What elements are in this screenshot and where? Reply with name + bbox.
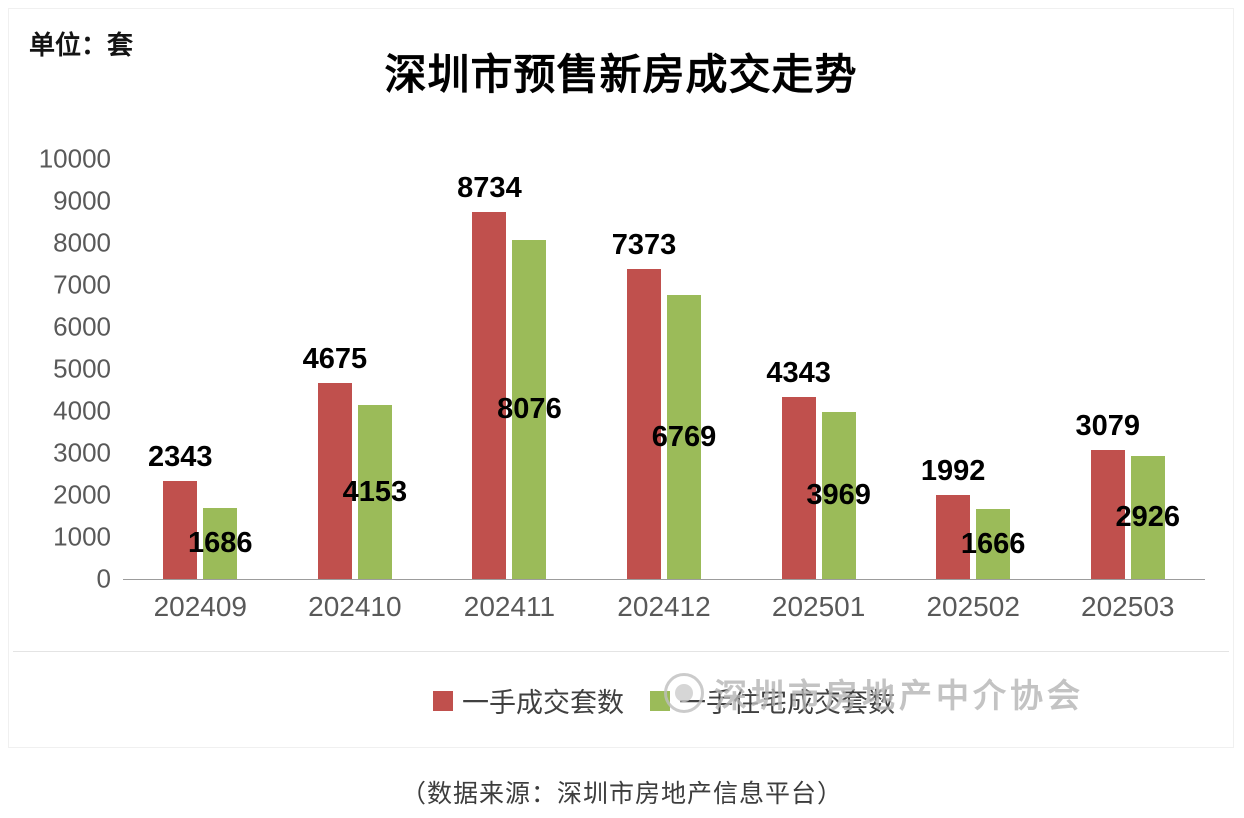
axis-underline	[13, 651, 1229, 652]
y-tick-label: 4000	[53, 395, 111, 426]
bar-total-sales	[472, 212, 507, 579]
bar-group: 4343 3969	[741, 159, 896, 579]
bar-group: 7373 6769	[587, 159, 742, 579]
x-tick-label: 202412	[617, 591, 711, 622]
bar-residential-sales	[1130, 456, 1165, 579]
y-tick-label: 6000	[53, 311, 111, 342]
bar-pair: 2343 1686	[148, 159, 253, 579]
value-label: 1992	[920, 455, 986, 487]
y-tick-label: 7000	[53, 269, 111, 300]
legend-item: 一手成交套数	[433, 681, 624, 720]
legend: 一手成交套数 一手住宅成交套数	[123, 681, 1205, 720]
y-tick-label: 3000	[53, 437, 111, 468]
bar-group: 4675 4153	[278, 159, 433, 579]
value-label: 4343	[766, 357, 831, 389]
value-label: 3969	[806, 479, 871, 511]
value-label: 8076	[497, 393, 562, 425]
x-tick-label: 202411	[463, 591, 556, 622]
bar-group: 8734 8076	[432, 159, 587, 579]
value-label: 2926	[1115, 501, 1181, 533]
y-tick-label: 2000	[53, 479, 111, 510]
bar-residential-sales	[976, 509, 1011, 579]
value-label: 1666	[960, 528, 1026, 560]
bar-group: 2343 1686	[123, 159, 278, 579]
plot-area: 2343 1686 4675 4153 8734 8076 7373 6769 4343 3969…	[123, 159, 1205, 580]
y-tick-label: 8000	[53, 227, 111, 258]
chart-title: 深圳市预售新房成交走势	[384, 53, 858, 99]
x-tick-label: 202502	[926, 591, 1020, 622]
legend-swatch	[650, 690, 670, 711]
bar-pair: 4675 4153	[303, 159, 407, 579]
y-tick-label: 5000	[53, 353, 111, 384]
value-label: 2343	[148, 441, 213, 473]
bar-residential-sales	[821, 412, 856, 579]
x-tick-label: 202410	[308, 591, 402, 622]
bar-residential-sales	[357, 405, 392, 579]
value-label: 7373	[611, 229, 677, 261]
y-tick-label: 0	[96, 563, 111, 594]
legend-item: 一手住宅成交套数	[650, 681, 895, 720]
value-label: 8734	[457, 172, 522, 204]
bar-pair: 8734 8076	[457, 159, 562, 579]
value-label: 1686	[188, 527, 253, 559]
x-tick-label: 202409	[153, 591, 247, 622]
source-caption: （数据来源：深圳市房地产信息平台）	[400, 780, 843, 808]
x-axis: 202409 202410 202411 202412 202501 202502 2025…	[123, 591, 1205, 623]
bar-total-sales	[627, 269, 662, 579]
legend-swatch	[433, 690, 453, 711]
bar-pair: 7373 6769	[612, 159, 716, 579]
y-axis: 0 1000 2000 3000 4000 5000 6000 7000 8000 9000 100…	[9, 144, 111, 594]
value-label: 3079	[1075, 410, 1141, 442]
bar-total-sales	[163, 481, 198, 579]
chart-frame: 单位：套 深圳市预售新房成交走势 0 1000 2000 3000 4000 5000 60…	[8, 8, 1234, 748]
bar-total-sales	[781, 397, 816, 579]
unit-label: 单位：套	[29, 30, 134, 60]
legend-label: 一手成交套数	[462, 688, 624, 718]
bar-total-sales	[317, 383, 352, 579]
bar-group: 3079 2926	[1050, 159, 1205, 579]
bar-residential-sales	[667, 295, 702, 579]
x-tick-label: 202503	[1081, 591, 1175, 622]
bar-residential-sales	[203, 508, 238, 579]
x-tick-label: 202501	[771, 591, 866, 622]
bar-pair: 4343 3969	[766, 159, 871, 579]
bar-pair: 3079 2926	[1075, 159, 1180, 579]
y-tick-label: 1000	[53, 521, 111, 552]
y-tick-label: 10000	[38, 143, 111, 174]
bar-group: 1992 1666	[896, 159, 1051, 579]
legend-label: 一手住宅成交套数	[679, 688, 895, 718]
value-label: 6769	[651, 421, 717, 453]
bar-total-sales	[936, 495, 971, 579]
bar-residential-sales	[512, 240, 547, 579]
bar-pair: 1992 1666	[921, 159, 1025, 579]
value-label: 4675	[302, 343, 368, 375]
value-label: 4153	[342, 476, 408, 508]
bar-total-sales	[1090, 450, 1125, 579]
y-tick-label: 9000	[53, 185, 111, 216]
